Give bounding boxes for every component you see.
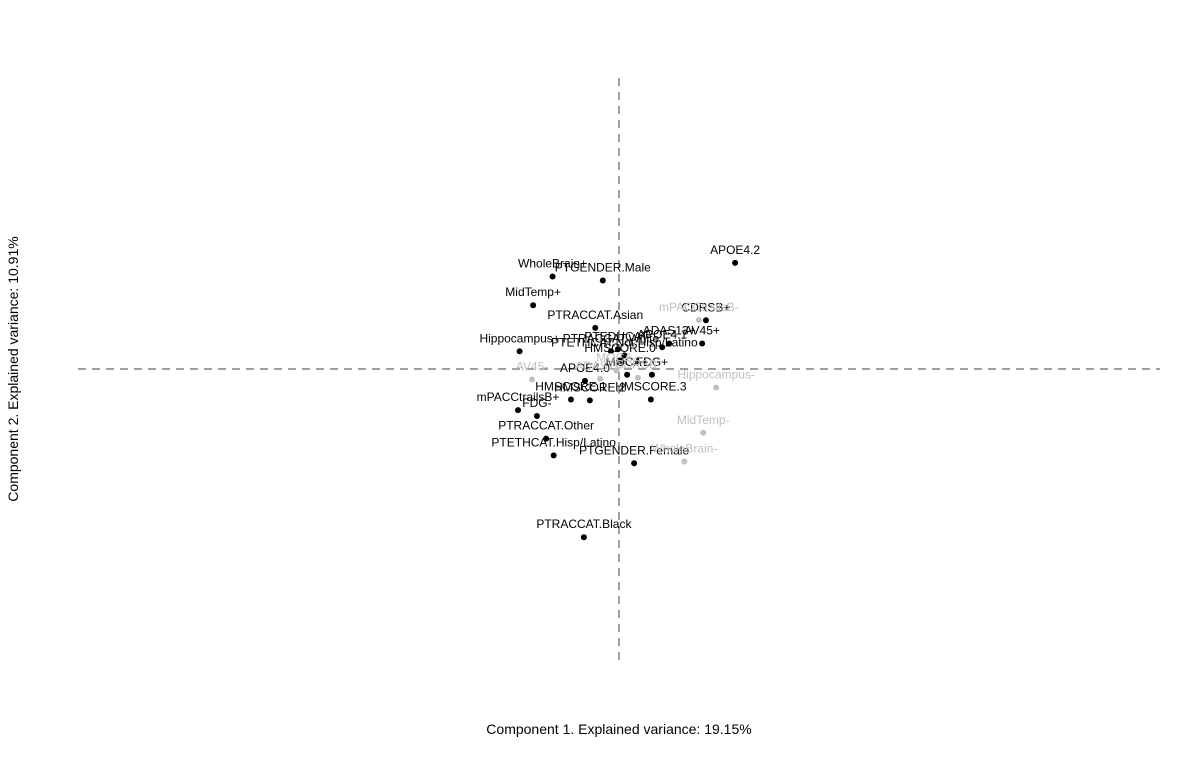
point-label-hmscore-2: HMSCORE.2 <box>554 380 626 394</box>
point-wholebrain <box>549 273 556 280</box>
point-hmscore-2 <box>586 397 593 404</box>
point-adas13 <box>597 375 604 382</box>
points-layer <box>515 259 739 541</box>
point-label-cdrsb: CDRSB- <box>615 358 661 372</box>
point-label-av45: AV45+ <box>684 323 719 337</box>
point-label-hippocampus: Hippocampus- <box>678 368 755 382</box>
point-cdrsb <box>702 317 709 324</box>
point-midtemp <box>530 302 537 309</box>
point-label-fdg: FDG+ <box>636 355 668 369</box>
point-label-hmscore-1: HMSCORE.1 <box>535 379 607 393</box>
point-moca <box>613 367 620 374</box>
point-ptethcat-not-hisp-latino <box>621 352 628 359</box>
point-label-ptraccat-white: PTRACCAT.White <box>563 331 660 345</box>
point-label-hmscore-0: HMSCORE.0 <box>584 341 656 355</box>
point-label-fdg: FDG- <box>522 396 551 410</box>
point-label-ptethcat-hisp-latino: PTETHCAT.Hisp/Latino <box>491 435 616 449</box>
point-label-midtemp: MidTemp- <box>677 413 730 427</box>
point-moca <box>624 371 631 378</box>
point-ptethcat-hisp-latino <box>550 452 557 459</box>
point-av45 <box>529 376 536 383</box>
x-axis-title: Component 1. Explained variance: 19.15% <box>486 721 751 737</box>
point-ptraccat-black <box>580 534 587 541</box>
y-axis-title: Component 2. Explained variance: 10.91% <box>5 236 21 501</box>
point-midtemp <box>700 429 707 436</box>
labels-layer: APOE4.2 WholeBrain+PTGENDER.Male MidTemp+ C… <box>477 243 761 531</box>
point-fdg <box>648 371 655 378</box>
point-label-ptraccat-asian: PTRACCAT.Asian <box>547 308 643 322</box>
point-label-ptethcat-not-hisp-latino: PTETHCAT.Not Hisp/Latino <box>551 335 698 349</box>
point-mpacctrailsb <box>515 407 522 414</box>
point-ptgender-male <box>599 277 606 284</box>
point-hmscore-3 <box>647 396 654 403</box>
point-label-ptgender-male: PTGENDER.Male <box>555 261 651 275</box>
point-label-apoe4-1: APOE4.1 <box>637 327 687 341</box>
point-label-hmscore-3: HMSCORE.3 <box>615 379 687 393</box>
point-label-apoe4-0: APOE4.0 <box>560 361 610 375</box>
point-hippocampus <box>713 384 720 391</box>
point-ptgender-female <box>631 460 638 467</box>
point-label-wholebrain: WholeBrain+ <box>518 256 587 270</box>
point-label-moca: MOCA+ <box>606 355 649 369</box>
point-label-ptraccat-other: PTRACCAT.Other <box>498 419 594 433</box>
point-apoe4-1 <box>659 344 666 351</box>
point-label-adas13: ADAS13+ <box>643 323 696 337</box>
point-pteducat <box>614 346 621 353</box>
point-av45 <box>699 340 706 347</box>
point-label-midtemp: MidTemp+ <box>505 285 561 299</box>
point-label-hippocampus: Hippocampus+ <box>479 331 559 345</box>
point-apoe4-0 <box>581 377 588 384</box>
point-label-moca: MOCA- <box>596 350 636 364</box>
point-apoe4-2 <box>732 259 739 266</box>
point-label-ptgender-female: PTGENDER.Female <box>579 443 689 457</box>
point-cdrsb <box>634 374 641 381</box>
point-label-mpacctrailsb: mPACCtrailsB- <box>659 300 739 314</box>
point-hmscore-1 <box>567 396 574 403</box>
point-label-wholebrain: WholeBrain- <box>651 442 717 456</box>
point-label-adas13: ADAS13- <box>575 359 625 373</box>
point-hmscore-0 <box>617 358 624 365</box>
point-label-apoe4-2: APOE4.2 <box>710 243 760 257</box>
point-adas13 <box>666 340 673 347</box>
point-label-ptraccat-black: PTRACCAT.Black <box>536 517 632 531</box>
point-label-mpacctrailsb: mPACCtrailsB+ <box>477 390 560 404</box>
point-mpacctrailsb <box>695 316 702 323</box>
point-ptraccat-other <box>543 435 550 442</box>
point-hippocampus <box>516 348 523 355</box>
point-label-pteducat: PTEDUCAT- <box>584 329 651 343</box>
point-wholebrain <box>681 458 688 465</box>
point-ptraccat-asian <box>592 324 599 331</box>
point-label-cdrsb: CDRSB+ <box>681 300 730 314</box>
point-ptraccat-white <box>607 348 614 355</box>
point-fdg <box>533 412 540 419</box>
point-label-av45: AV45- <box>516 359 548 373</box>
